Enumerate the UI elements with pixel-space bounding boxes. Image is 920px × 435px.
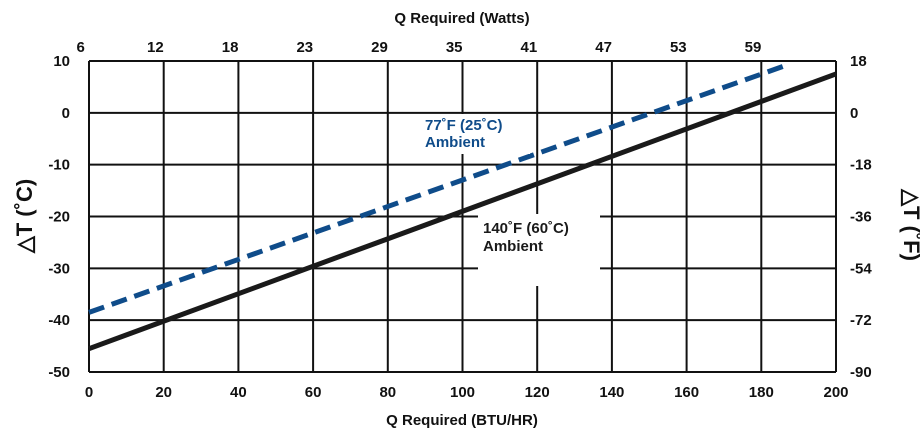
- y-axis-title-left: △T (˚C): [12, 179, 37, 254]
- y-tick-label-left: -10: [48, 157, 70, 174]
- top-tick-label: 23: [296, 39, 313, 56]
- series-line-140f-ambient: [88, 71, 837, 352]
- y-tick-label-right: 0: [850, 105, 858, 122]
- annotation-text: 77˚F (25˚C): [425, 117, 503, 134]
- top-axis-title: Q Required (Watts): [394, 10, 529, 27]
- x-tick-label: 20: [155, 384, 172, 401]
- x-tick-label: 80: [379, 384, 396, 401]
- y-tick-label-right: -54: [850, 260, 872, 277]
- y-tick-label-right: -36: [850, 209, 872, 226]
- x-tick-label: 140: [599, 384, 624, 401]
- x-tick-label: 180: [749, 384, 774, 401]
- top-tick-label: 53: [670, 39, 687, 56]
- top-tick-label: 35: [446, 39, 463, 56]
- series-lines: [88, 63, 837, 352]
- top-tick-label: 59: [745, 39, 762, 56]
- x-tick-label: 0: [85, 384, 93, 401]
- x-tick-label: 120: [525, 384, 550, 401]
- annotation-text: Ambient: [425, 134, 485, 151]
- y-axis-title-right: △T (˚F): [899, 188, 920, 261]
- x-axis-title: Q Required (BTU/HR): [386, 412, 538, 429]
- series-line-77f-ambient: [88, 63, 785, 315]
- top-tick-label: 29: [371, 39, 388, 56]
- y-tick-label-left: -30: [48, 260, 70, 277]
- y-tick-label-left: 10: [53, 53, 70, 70]
- y-tick-label-right: -72: [850, 312, 872, 329]
- y-tick-label-left: 0: [62, 105, 70, 122]
- top-tick-label: 6: [77, 39, 85, 56]
- annotation-77f-ambient: 77˚F (25˚C)Ambient: [420, 114, 530, 154]
- y-tick-label-right: -18: [850, 157, 872, 174]
- annotation-text: Ambient: [483, 238, 543, 255]
- x-tick-label: 200: [823, 384, 848, 401]
- x-tick-label: 100: [450, 384, 475, 401]
- y-tick-label-right: 18: [850, 53, 867, 70]
- y-tick-label-right: -90: [850, 364, 872, 381]
- annotation-140f-ambient: 140˚F (60˚C)Ambient: [478, 214, 600, 286]
- y-tick-label-left: -50: [48, 364, 70, 381]
- y-tick-label-left: -20: [48, 209, 70, 226]
- annotation-bg: [420, 114, 530, 154]
- annotation-bg: [478, 214, 600, 286]
- top-tick-label: 18: [222, 39, 239, 56]
- top-tick-label: 41: [521, 39, 538, 56]
- y-tick-label-left: -40: [48, 312, 70, 329]
- x-tick-label: 60: [305, 384, 322, 401]
- x-tick-label: 160: [674, 384, 699, 401]
- x-tick-label: 40: [230, 384, 247, 401]
- annotation-text: 140˚F (60˚C): [483, 220, 569, 237]
- top-tick-label: 47: [595, 39, 612, 56]
- top-tick-label: 12: [147, 39, 164, 56]
